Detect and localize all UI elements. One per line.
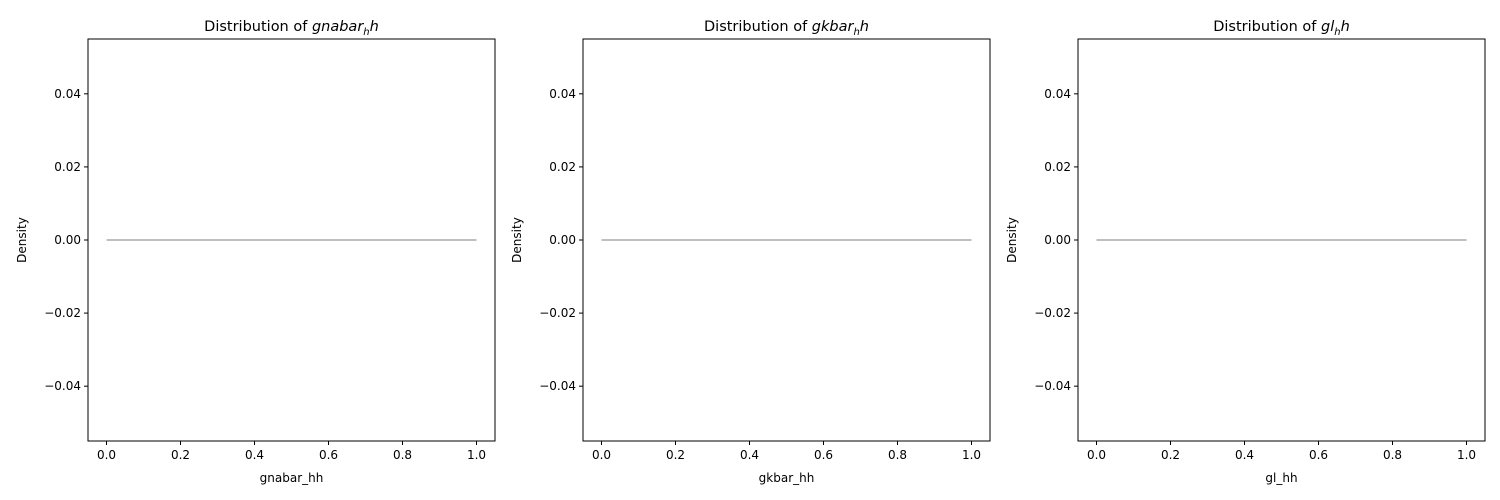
x-tick-label: 1.0 [1457,448,1476,462]
x-tick-label: 0.4 [740,448,759,462]
x-tick-label: 0.8 [393,448,412,462]
y-axis-label: Density [1005,217,1019,263]
title-subscript: h [363,27,369,38]
y-tick-label: −0.02 [539,306,576,320]
y-axis-label: Density [15,217,29,263]
subplot-3: 0.0 0.2 0.4 0.6 0.8 1.0 0.04 0.02 0.00 −0.02 −0.04… [1005,19,1486,485]
title-prefix: Distribution of [204,19,312,35]
y-axis-label: Density [510,217,524,263]
title-variable: gl [1321,19,1334,35]
title-suffix: h [370,19,379,35]
x-tick-label: 0.2 [1161,448,1180,462]
chart-title: Distribution of glhh [1213,19,1350,38]
y-tick-label: 0.04 [54,87,81,101]
title-prefix: Distribution of [704,19,812,35]
x-tick-label: 0.8 [888,448,907,462]
x-tick-label: 0.2 [171,448,190,462]
y-tick-label: 0.00 [54,233,81,247]
y-tick-label: 0.04 [1044,87,1071,101]
chart-title: Distribution of gnabarhh [204,19,379,38]
title-variable: gkbar [812,19,855,35]
y-tick-label: 0.00 [1044,233,1071,247]
x-tick-label: 0.0 [592,448,611,462]
y-tick-label: 0.02 [1044,160,1071,174]
title-prefix: Distribution of [1213,19,1321,35]
y-tick-label: −0.02 [44,306,81,320]
x-tick-label: 0.2 [666,448,685,462]
chart-title: Distribution of gkbarhh [704,19,869,38]
x-tick-label: 0.6 [319,448,338,462]
x-tick-label: 0.6 [1309,448,1328,462]
y-tick-label: −0.04 [539,379,576,393]
x-tick-label: 0.8 [1383,448,1402,462]
x-tick-label: 1.0 [962,448,981,462]
y-tick-label: 0.02 [549,160,576,174]
x-tick-label: 0.0 [97,448,116,462]
subplot-1: 0.0 0.2 0.4 0.6 0.8 1.0 0.04 0.02 0.00 −0.02 −0.04… [15,19,496,485]
y-tick-label: −0.02 [1034,306,1071,320]
title-subscript: h [853,27,859,38]
x-axis-label: gnabar_hh [260,471,324,485]
y-tick-label: 0.04 [549,87,576,101]
x-tick-label: 1.0 [467,448,486,462]
title-subscript: h [1334,27,1340,38]
x-axis-label: gl_hh [1265,471,1297,485]
subplot-2: 0.0 0.2 0.4 0.6 0.8 1.0 0.04 0.02 0.00 −0.02 −0.04… [510,19,991,485]
x-tick-label: 0.0 [1087,448,1106,462]
y-tick-label: 0.02 [54,160,81,174]
x-tick-label: 0.4 [245,448,264,462]
y-tick-label: −0.04 [1034,379,1071,393]
title-variable: gnabar [312,19,364,35]
x-tick-label: 0.6 [814,448,833,462]
x-tick-label: 0.4 [1235,448,1254,462]
y-tick-label: −0.04 [44,379,81,393]
x-axis-label: gkbar_hh [759,471,815,485]
title-suffix: h [860,19,869,35]
y-tick-label: 0.00 [549,233,576,247]
title-suffix: h [1341,19,1350,35]
